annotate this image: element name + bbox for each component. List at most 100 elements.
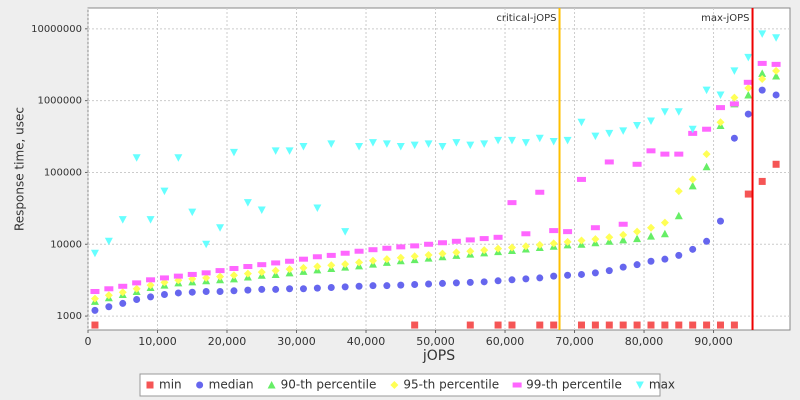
point	[229, 148, 238, 157]
point	[438, 142, 447, 151]
point	[326, 252, 336, 258]
point	[577, 321, 585, 329]
legend-label: 90-th percentile	[281, 378, 377, 392]
point	[382, 245, 392, 251]
point	[689, 321, 697, 329]
legend-label: max	[649, 378, 675, 392]
point	[674, 187, 683, 196]
point	[90, 288, 100, 294]
point	[758, 75, 767, 84]
point	[633, 227, 642, 236]
point	[424, 250, 433, 259]
legend-marker	[390, 381, 399, 389]
point	[508, 321, 516, 329]
point	[368, 247, 378, 253]
point	[174, 154, 183, 162]
point	[369, 282, 377, 290]
point	[521, 242, 530, 251]
point	[425, 280, 433, 288]
point	[564, 271, 572, 279]
point	[577, 270, 585, 278]
point	[550, 321, 558, 329]
point	[619, 235, 628, 244]
legend-label: 99-th percentile	[526, 378, 622, 392]
point	[563, 229, 573, 235]
point	[90, 294, 99, 303]
point	[202, 240, 211, 249]
legend-label: min	[159, 378, 182, 392]
point	[272, 285, 280, 293]
point	[744, 83, 753, 92]
point	[633, 234, 642, 243]
point	[327, 140, 336, 148]
point	[508, 276, 516, 284]
point	[632, 161, 642, 167]
point	[285, 265, 294, 274]
point	[605, 267, 613, 275]
x-tick-label: 50,000	[416, 335, 455, 348]
point	[230, 287, 238, 295]
point	[480, 278, 488, 286]
point	[146, 277, 156, 283]
point	[729, 101, 739, 107]
point	[591, 321, 599, 329]
point	[187, 271, 197, 277]
point	[132, 154, 141, 162]
point	[341, 260, 350, 269]
point	[258, 285, 266, 293]
point	[215, 268, 225, 274]
point	[105, 303, 113, 311]
point	[202, 287, 210, 295]
point	[174, 289, 182, 297]
point	[104, 291, 113, 300]
point	[619, 263, 627, 271]
point	[341, 283, 349, 291]
point	[216, 272, 225, 281]
point	[646, 117, 655, 126]
x-tick-label: 70,000	[555, 335, 594, 348]
point	[466, 247, 475, 256]
point	[633, 261, 641, 269]
point	[744, 190, 752, 198]
point	[271, 260, 281, 266]
point	[730, 67, 739, 75]
point	[368, 139, 377, 147]
point	[383, 282, 391, 290]
point	[535, 240, 544, 249]
legend-marker	[196, 381, 204, 389]
point	[744, 53, 753, 62]
point	[396, 253, 405, 262]
point	[271, 266, 280, 275]
point	[91, 306, 99, 314]
point	[201, 270, 211, 276]
point	[257, 206, 266, 215]
point	[507, 200, 517, 206]
point	[674, 211, 683, 220]
point	[298, 256, 308, 262]
legend-label: median	[209, 378, 254, 392]
point	[312, 254, 322, 260]
y-tick-label: 100000	[44, 167, 82, 178]
point	[271, 147, 280, 155]
point	[355, 282, 363, 290]
point	[772, 72, 781, 80]
point	[104, 286, 114, 292]
point	[216, 287, 224, 295]
point	[688, 181, 697, 190]
point	[576, 176, 586, 182]
point	[758, 86, 766, 94]
point	[703, 321, 711, 329]
point	[382, 140, 391, 148]
point	[660, 229, 669, 238]
point	[355, 258, 364, 267]
point	[577, 236, 586, 245]
point	[647, 321, 655, 329]
point	[758, 177, 766, 185]
point	[132, 284, 141, 293]
point	[758, 30, 767, 38]
point	[480, 140, 489, 148]
point	[758, 69, 767, 77]
point	[313, 284, 321, 292]
point	[549, 239, 558, 248]
x-tick-label: 30,000	[277, 335, 316, 348]
